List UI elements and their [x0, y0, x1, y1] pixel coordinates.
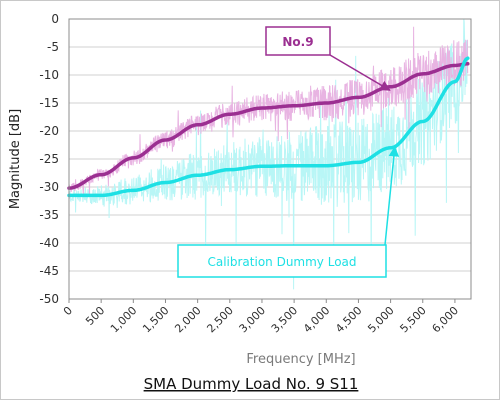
- x-tick-label: 2,000: [172, 304, 203, 335]
- no9-label: No.9: [282, 35, 313, 49]
- plot-border: [68, 18, 472, 300]
- y-tick-label: -10: [39, 68, 59, 82]
- x-tick-label: 4,500: [333, 304, 364, 335]
- x-tick-label: 5,500: [397, 304, 428, 335]
- x-tick-label: 1,000: [108, 304, 139, 335]
- x-axis-label: Frequency [MHz]: [246, 352, 355, 367]
- y-tick-label: -25: [39, 152, 59, 166]
- x-tick-label: 3,500: [269, 304, 300, 335]
- callouts: No.9 Calibration Dummy Load: [177, 26, 400, 278]
- calibration-callout-arrow: [384, 145, 400, 246]
- chart-title: SMA Dummy Load No. 9 S11: [144, 375, 359, 393]
- x-tick-label: 2,500: [204, 304, 235, 335]
- no9-label-box: [265, 26, 331, 56]
- trend-lines: [67, 56, 470, 198]
- x-tick-label: 4,000: [301, 304, 332, 335]
- y-tick-label: -45: [39, 264, 59, 278]
- x-tick-label: 3,000: [237, 304, 268, 335]
- x-axis-ticks: 0 500 1,000 1,500 2,000 2,500 3,000 3,500 4,000 4…: [61, 299, 461, 335]
- y-tick-label: -5: [47, 40, 59, 54]
- x-tick-label: 5,000: [365, 304, 396, 335]
- trend-line-no9: [67, 62, 470, 190]
- y-axis-label: Magnitude [dB]: [8, 109, 23, 209]
- y-tick-label: -50: [39, 292, 59, 306]
- x-tick-label: 0: [61, 304, 75, 318]
- trend-line-calibration: [67, 56, 470, 198]
- no9-callout-arrow: [329, 54, 391, 91]
- y-tick-label: -40: [39, 236, 59, 250]
- y-tick-label: -15: [39, 96, 59, 110]
- y-tick-label: -20: [39, 124, 59, 138]
- x-tick-label: 6,000: [430, 304, 461, 335]
- x-tick-label: 1,500: [140, 304, 171, 335]
- y-tick-label: 0: [51, 12, 59, 26]
- x-tick-label: 500: [83, 304, 107, 328]
- raw-trace-calibration: [68, 18, 469, 290]
- calibration-label: Calibration Dummy Load: [207, 255, 356, 269]
- calibration-label-box: [177, 244, 387, 278]
- y-axis-ticks: 0 -5 -10 -15 -20 -25 -30 -35 -40 -45 -50: [39, 12, 59, 306]
- y-tick-label: -35: [39, 208, 59, 222]
- y-tick-label: -30: [39, 180, 59, 194]
